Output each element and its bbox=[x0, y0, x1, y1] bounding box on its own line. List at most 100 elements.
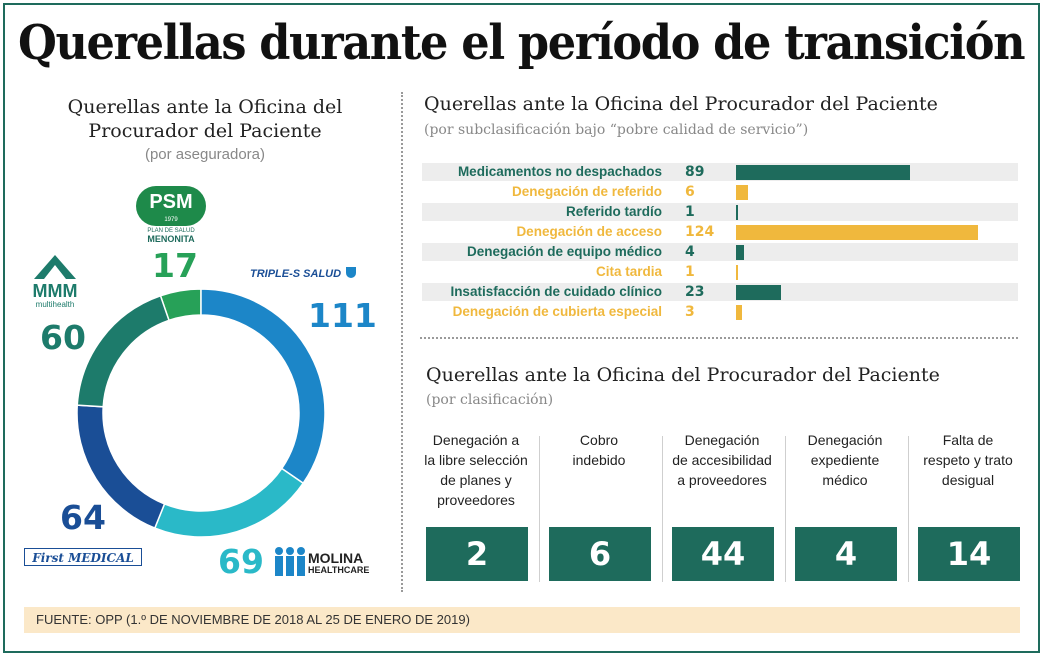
class-divider bbox=[539, 436, 540, 582]
class-value-box: 6 bbox=[549, 527, 651, 581]
donut-title: Querellas ante la Oficina del Procurador… bbox=[67, 96, 343, 142]
class-column: Cobro indebido bbox=[543, 430, 655, 518]
triples-logo: TRIPLE-S SALUD bbox=[250, 264, 382, 288]
bar bbox=[736, 245, 744, 260]
class-value-box: 14 bbox=[918, 527, 1020, 581]
bar-label: Denegación de acceso bbox=[516, 224, 662, 239]
mmm-logo-name: multihealth bbox=[35, 300, 75, 309]
psm-logo-name-1: PLAN DE SALUD bbox=[147, 228, 195, 234]
class-label-line: Falta de bbox=[942, 432, 994, 448]
class-value-box: 2 bbox=[426, 527, 528, 581]
source-note: FUENTE: OPP (1.º DE NOVIEMBRE DE 2018 AL… bbox=[24, 607, 1020, 633]
class-label-line: médico bbox=[822, 472, 868, 488]
bar-row: Denegación de referido 6 bbox=[422, 183, 1018, 201]
class-label-line: Denegación bbox=[684, 432, 760, 448]
psm-logo-year: 1979 bbox=[164, 217, 178, 223]
bar-value-label: 4 bbox=[685, 244, 695, 260]
bar bbox=[736, 265, 738, 280]
donut-slice-molina bbox=[153, 467, 305, 538]
bar-label: Cita tardia bbox=[595, 264, 662, 279]
donut-value-mmm: 60 bbox=[40, 318, 86, 357]
bar-value-label: 3 bbox=[685, 304, 695, 320]
class-label-line: Denegación a bbox=[432, 432, 520, 448]
class-column: Falta de respeto y trato desigual bbox=[912, 430, 1024, 518]
bar-row: Medicamentos no despachados 89 bbox=[422, 163, 1018, 181]
bar-row: Cita tardia 1 bbox=[422, 263, 1018, 281]
donut-slice-triples bbox=[200, 288, 326, 485]
bar-value-label: 89 bbox=[685, 164, 705, 180]
class-divider bbox=[908, 436, 909, 582]
class-label: Denegación expediente médico bbox=[789, 430, 901, 518]
triples-shield-icon bbox=[345, 267, 356, 279]
bar-value-label: 1 bbox=[685, 204, 695, 220]
class-label-line: proveedores bbox=[437, 492, 515, 508]
class-label-line: Cobro bbox=[579, 432, 619, 448]
bar-label: Denegación de equipo médico bbox=[466, 244, 662, 259]
donut-slice-mmm bbox=[76, 294, 170, 408]
class-label-line: respeto y trato bbox=[923, 452, 1013, 468]
molina-logo-name-1: MOLINA bbox=[308, 550, 364, 566]
class-label-line: expediente bbox=[810, 452, 880, 468]
class-label: Denegación de accesibilidad a proveedores bbox=[666, 430, 778, 518]
class-divider bbox=[662, 436, 663, 582]
bar-row: Referido tardío 1 bbox=[422, 203, 1018, 221]
bar-label: Denegación de referido bbox=[511, 184, 662, 199]
psm-logo-mark: PSM bbox=[149, 191, 193, 213]
donut-subtitle: (por aseguradora) bbox=[144, 146, 266, 163]
infographic-frame bbox=[3, 3, 1040, 653]
vertical-divider bbox=[401, 92, 403, 592]
bar-label: Referido tardío bbox=[565, 204, 662, 219]
class-label: Denegación a la libre selección de planes … bbox=[420, 430, 532, 518]
molina-people-icon bbox=[275, 547, 305, 576]
class-label-line: a proveedores bbox=[677, 472, 767, 488]
class-value-box: 44 bbox=[672, 527, 774, 581]
bar-value-label: 23 bbox=[685, 284, 705, 300]
psm-logo: PSM 1979 PLAN DE SALUD MENONITA bbox=[134, 186, 208, 244]
page-title: Querellas durante el período de transici… bbox=[18, 15, 1026, 71]
triples-logo-name: TRIPLE-S SALUD bbox=[250, 268, 342, 280]
bar-chart-subtitle: (por subclasificación bajo “pobre calida… bbox=[424, 122, 809, 138]
bar-row: Denegación de cubierta especial 3 bbox=[422, 303, 1018, 321]
class-label: Falta de respeto y trato desigual bbox=[912, 430, 1024, 518]
bar bbox=[736, 225, 978, 240]
horizontal-divider bbox=[420, 337, 1018, 339]
class-value-box: 4 bbox=[795, 527, 897, 581]
class-subtitle: (por clasificación) bbox=[426, 392, 554, 408]
bar-value-label: 1 bbox=[685, 264, 695, 280]
bar-row: Denegación de acceso 124 bbox=[422, 223, 1018, 241]
donut-value-molina: 69 bbox=[218, 542, 264, 581]
bar-value-label: 124 bbox=[685, 224, 715, 240]
bar bbox=[736, 285, 781, 300]
donut-value-first: 64 bbox=[60, 498, 106, 537]
bar-row: Denegación de equipo médico 4 bbox=[422, 243, 1018, 261]
bar-value-label: 6 bbox=[685, 184, 695, 200]
class-column: Denegación expediente médico bbox=[789, 430, 901, 518]
class-label: Cobro indebido bbox=[543, 430, 655, 518]
mmm-logo: MMM multihealth bbox=[20, 254, 90, 309]
donut-value-triples: 111 bbox=[308, 296, 377, 335]
first-medical-logo-name: First MEDICAL bbox=[32, 551, 134, 565]
bar bbox=[736, 185, 748, 200]
class-divider bbox=[785, 436, 786, 582]
mmm-logo-mark: MMM bbox=[32, 281, 78, 301]
mmm-roof-icon bbox=[34, 255, 76, 279]
bar-label: Insatisfacción de cuidado clínico bbox=[450, 284, 662, 299]
class-title: Querellas ante la Oficina del Procurador… bbox=[426, 364, 940, 386]
class-label-line: desigual bbox=[941, 472, 995, 488]
bar bbox=[736, 305, 742, 320]
class-label-line: de accesibilidad bbox=[672, 452, 772, 468]
psm-logo-name-2: MENONITA bbox=[147, 234, 195, 244]
class-column: Denegación a la libre selección de planes … bbox=[420, 430, 532, 518]
donut-chart bbox=[76, 288, 326, 538]
class-label-line: indebido bbox=[572, 452, 626, 468]
bar bbox=[736, 205, 738, 220]
bar-label: Medicamentos no despachados bbox=[457, 164, 662, 179]
bar-row: Insatisfacción de cuidado clínico 23 bbox=[422, 283, 1018, 301]
class-label-line: la libre selección bbox=[424, 452, 528, 468]
molina-logo: MOLINA HEALTHCARE bbox=[274, 546, 378, 578]
donut-value-psm: 17 bbox=[152, 246, 198, 285]
first-medical-logo: First MEDICAL bbox=[24, 548, 142, 566]
bar-label: Denegación de cubierta especial bbox=[452, 304, 662, 319]
bar bbox=[736, 165, 910, 180]
class-label-line: de planes y bbox=[440, 472, 512, 488]
